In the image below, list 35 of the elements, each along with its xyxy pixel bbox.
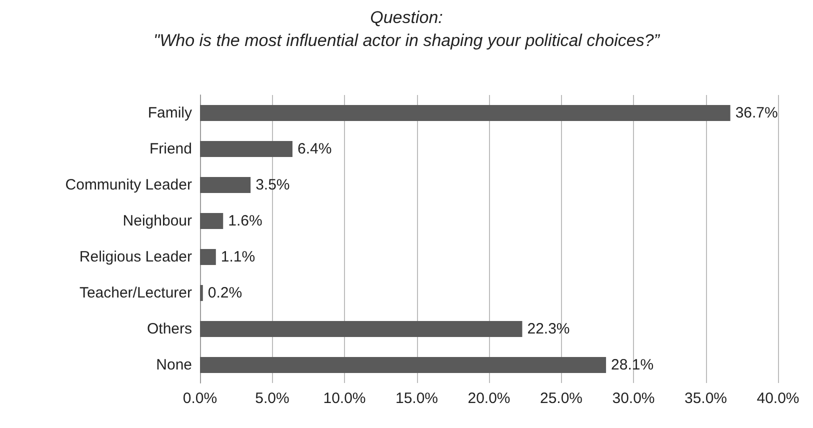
y-tick-label: Community Leader [65, 176, 192, 194]
bar [200, 105, 730, 121]
data-label: 36.7% [735, 104, 778, 122]
x-tick-label: 35.0% [684, 390, 728, 407]
bar [200, 177, 251, 193]
bar [200, 249, 216, 265]
x-tick-label: 40.0% [756, 390, 800, 407]
y-tick-label: None [156, 356, 192, 374]
y-tick-label: Others [146, 320, 192, 338]
data-label: 28.1% [611, 356, 654, 374]
chart-subtitle: "Who is the most influential actor in shaping your political choices?” [154, 31, 661, 50]
y-tick-label: Friend [149, 140, 192, 158]
x-tick-label: 5.0% [255, 390, 290, 407]
x-tick-label: 25.0% [540, 390, 583, 407]
bar [200, 213, 224, 229]
y-tick-label: Family [148, 104, 192, 122]
data-label: 1.6% [228, 212, 262, 230]
data-label: 3.5% [256, 176, 290, 194]
y-tick-label: Religious Leader [79, 248, 192, 266]
data-label: 22.3% [527, 320, 570, 338]
chart-title: Question: [370, 8, 444, 27]
bar [200, 141, 292, 157]
x-tick-label: 15.0% [395, 390, 438, 407]
data-label: 1.1% [220, 248, 256, 266]
x-tick-label: 30.0% [612, 390, 655, 407]
y-tick-label: Teacher/Lecturer [79, 284, 192, 302]
data-label: 0.2% [208, 284, 242, 302]
y-tick-label: Neighbour [122, 212, 192, 230]
x-tick-label: 10.0% [323, 390, 366, 407]
bar [200, 357, 606, 373]
bar [200, 285, 203, 301]
data-label: 6.4% [297, 140, 332, 158]
x-tick-label: 0.0% [182, 390, 218, 407]
bar [200, 321, 522, 337]
x-tick-label: 20.0% [468, 390, 510, 407]
